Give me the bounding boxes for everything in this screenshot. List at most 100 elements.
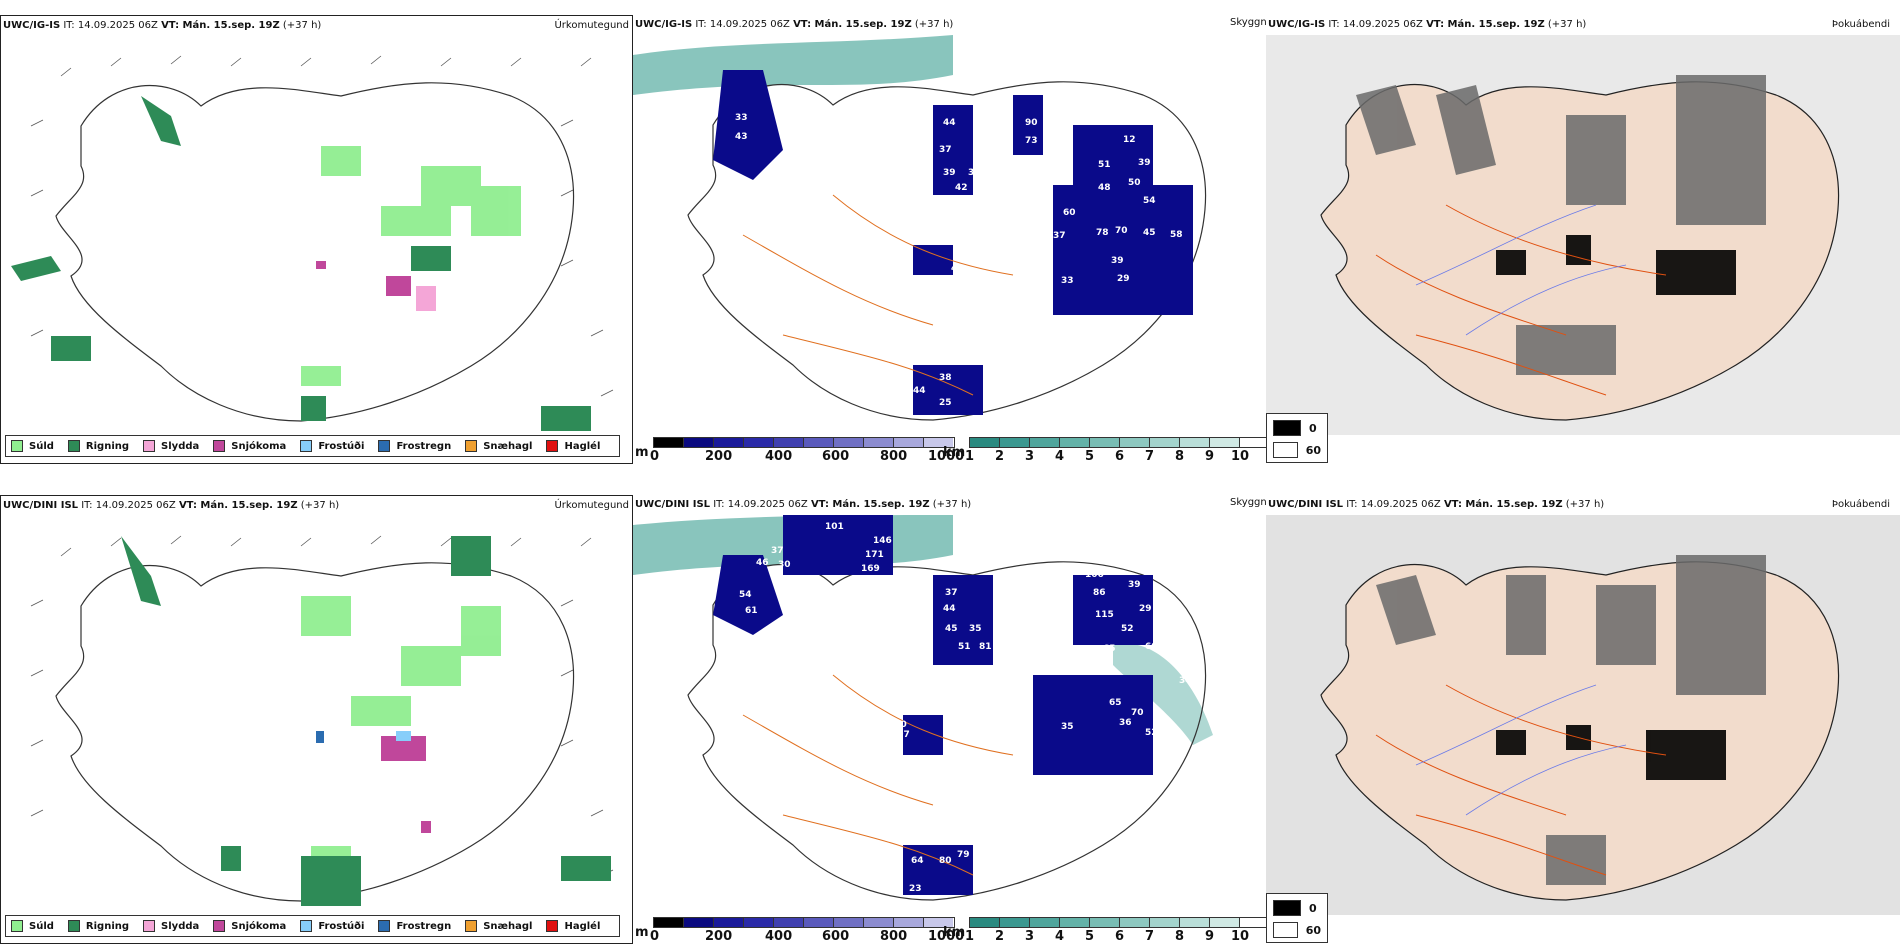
- svg-text:29: 29: [1139, 604, 1152, 614]
- svg-text:79: 79: [957, 850, 970, 860]
- legend-item: Frostúði: [300, 920, 364, 932]
- svg-text:40: 40: [781, 86, 794, 96]
- svg-text:46: 46: [951, 264, 964, 274]
- legend-swatch: [143, 440, 156, 452]
- ceiling-labels: 40 29 33 43 34 55 54 89 44 36 36 37 39 3…: [735, 86, 1183, 408]
- svg-text:90: 90: [1025, 118, 1038, 128]
- svg-text:48: 48: [1098, 183, 1111, 193]
- legend-swatch: [11, 440, 23, 452]
- precip-type-panel-top: UWC/IG-IS IT: 14.09.2025 06Z VT: Mán. 15…: [0, 15, 633, 464]
- svg-text:34: 34: [808, 128, 821, 138]
- svg-text:130: 130: [1083, 95, 1102, 105]
- svg-text:65: 65: [1109, 698, 1122, 708]
- svg-text:12: 12: [1123, 135, 1136, 145]
- legend-swatch: [378, 440, 391, 452]
- panel-variable-label: Skyggni: [1230, 497, 1270, 508]
- svg-text:39: 39: [1128, 580, 1141, 590]
- legend-item: Súld: [11, 920, 54, 932]
- svg-text:60: 60: [1145, 642, 1158, 652]
- panel-header: UWC/IG-IS IT: 14.09.2025 06Z VT: Mán. 15…: [635, 19, 954, 30]
- svg-text:44: 44: [913, 386, 926, 396]
- svg-text:51: 51: [958, 642, 971, 652]
- svg-text:100: 100: [995, 642, 1014, 652]
- svg-text:177: 177: [1128, 115, 1147, 125]
- svg-text:126: 126: [881, 586, 900, 596]
- fog-legend-row: 0: [1273, 420, 1321, 436]
- svg-text:101: 101: [825, 522, 844, 532]
- ceiling-colorbar: m 0 200 400 600 800 1000: [635, 437, 964, 464]
- svg-text:61: 61: [745, 606, 758, 616]
- svg-text:36: 36: [1000, 126, 1013, 136]
- svg-text:112: 112: [891, 258, 910, 268]
- svg-text:34: 34: [1179, 676, 1192, 686]
- svg-text:246: 246: [876, 280, 895, 290]
- svg-text:43: 43: [1020, 726, 1033, 736]
- svg-text:29: 29: [791, 100, 804, 110]
- precip-type-map: [30, 535, 614, 906]
- iceland-outline: [687, 81, 1207, 421]
- visibility-map: 101 146 171 169 37 46 30 54 61 45 126 37…: [633, 515, 1213, 901]
- svg-text:37: 37: [771, 546, 784, 556]
- svg-text:45: 45: [809, 590, 822, 600]
- visibility-colorbar: km 1 2 3 4 5 6 7 8 9 10: [943, 437, 1272, 464]
- svg-text:37: 37: [968, 168, 981, 178]
- svg-text:107: 107: [891, 730, 910, 740]
- svg-text:35: 35: [1061, 722, 1074, 732]
- svg-text:146: 146: [873, 536, 892, 546]
- svg-text:50: 50: [988, 368, 1001, 378]
- legend-swatch: [213, 920, 226, 932]
- svg-text:52: 52: [1065, 346, 1078, 356]
- legend-item: Slydda: [143, 440, 199, 452]
- ceiling-colorbar: m 0 200 400 600 800 1000: [635, 917, 964, 944]
- panel-header: UWC/DINI ISL IT: 14.09.2025 06Z VT: Mán.…: [1268, 499, 1605, 510]
- panel-header: UWC/DINI ISL IT: 14.09.2025 06Z VT: Mán.…: [635, 499, 972, 510]
- precip-type-legend: Súld Rigning Slydda Snjókoma Frostúði Fr…: [5, 915, 621, 937]
- iceland-outline: [687, 561, 1207, 901]
- visibility-colorbar: km 1 2 3 4 5 6 7 8 9 10: [943, 917, 1272, 944]
- svg-text:37: 37: [945, 588, 958, 598]
- svg-text:172: 172: [883, 746, 902, 756]
- legend-swatch: [300, 920, 313, 932]
- svg-text:25: 25: [939, 398, 952, 408]
- legend-item: Rigning: [67, 920, 129, 932]
- ceiling-labels: 101 146 171 169 37 46 30 54 61 45 126 37…: [739, 522, 1202, 894]
- svg-text:70: 70: [1115, 226, 1128, 236]
- panel-header: UWC/DINI ISL IT: 14.09.2025 06Z VT: Mán.…: [3, 500, 340, 511]
- legend-item: Súld: [11, 440, 54, 452]
- precip-type-map: [11, 55, 614, 431]
- panel-variable-label: Úrkomutegund: [554, 500, 629, 511]
- legend-swatch: [465, 440, 478, 452]
- svg-text:290: 290: [888, 720, 907, 730]
- svg-text:58: 58: [1053, 668, 1066, 678]
- panel-header: UWC/IG-IS IT: 14.09.2025 06Z VT: Mán. 15…: [1268, 19, 1587, 30]
- svg-text:50: 50: [1128, 178, 1141, 188]
- legend-swatch: [11, 920, 23, 932]
- svg-text:73: 73: [1025, 136, 1038, 146]
- legend-swatch: [143, 920, 156, 932]
- svg-text:239: 239: [1079, 666, 1098, 676]
- iceland-outline: [55, 562, 575, 902]
- svg-text:80: 80: [973, 718, 986, 728]
- precip-type-legend: Súld Rigning Slydda Snjókoma Frostúði Fr…: [5, 435, 621, 457]
- svg-text:39: 39: [943, 168, 956, 178]
- svg-text:171: 171: [865, 550, 884, 560]
- svg-text:30: 30: [778, 560, 791, 570]
- fog-legend-row: 60: [1273, 922, 1321, 938]
- legend-swatch: [546, 920, 559, 932]
- svg-text:56: 56: [1063, 652, 1076, 662]
- svg-text:37: 37: [939, 145, 952, 155]
- legend-item: Snjókoma: [213, 920, 286, 932]
- panel-variable-label: Úrkomutegund: [554, 20, 629, 31]
- visibility-map: 40 29 33 43 34 55 54 89 44 36 36 37 39 3…: [633, 35, 1207, 421]
- svg-text:38: 38: [939, 373, 952, 383]
- legend-item: Haglél: [546, 440, 600, 452]
- fog-map: [1266, 35, 1900, 435]
- svg-text:60: 60: [1063, 208, 1076, 218]
- svg-text:35: 35: [969, 624, 982, 634]
- svg-text:99: 99: [1043, 151, 1056, 161]
- fog-legend: 0 60: [1266, 893, 1328, 943]
- svg-text:97: 97: [889, 880, 902, 890]
- svg-text:65: 65: [1005, 203, 1018, 213]
- legend-item: Rigning: [67, 440, 129, 452]
- svg-text:52: 52: [1121, 624, 1134, 634]
